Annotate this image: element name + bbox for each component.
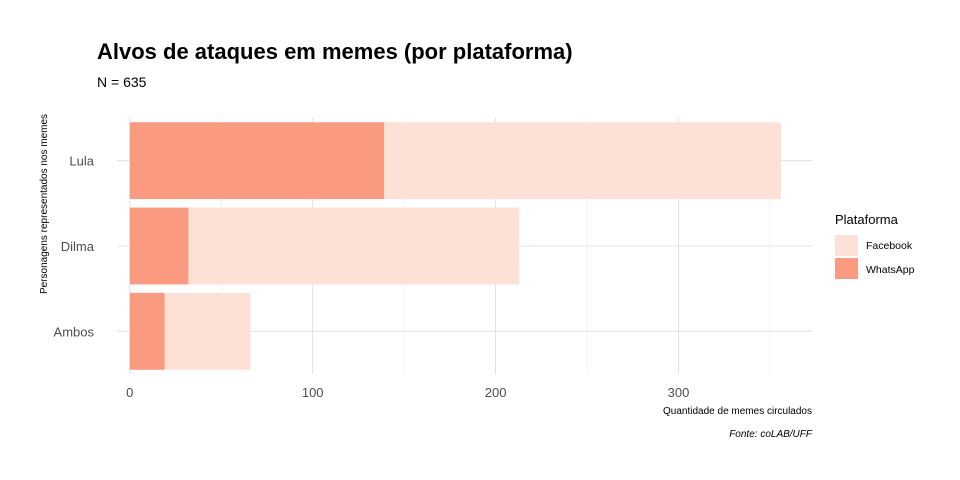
bar-whatsapp-lula <box>129 122 385 200</box>
bars-layer <box>129 122 781 370</box>
x-tick-labels: 0 100 200 300 <box>126 385 689 400</box>
x-tick-label: 200 <box>485 385 507 400</box>
y-tick-label-lula: Lula <box>69 154 94 169</box>
x-tick-label: 300 <box>668 385 690 400</box>
y-tick-label-dilma: Dilma <box>61 239 95 254</box>
chart-title: Alvos de ataques em memes (por plataform… <box>97 39 573 64</box>
x-axis-title: Quantidade de memes circulados <box>663 406 812 417</box>
bar-facebook-dilma <box>129 207 520 285</box>
y-tick-label-ambos: Ambos <box>54 324 95 339</box>
legend-label-facebook: Facebook <box>866 240 913 252</box>
chart-caption: Fonte: coLAB/UFF <box>729 429 813 440</box>
x-tick-label: 0 <box>126 385 133 400</box>
legend-swatch-whatsapp <box>835 258 858 279</box>
legend-title: Plataforma <box>835 212 899 227</box>
bar-whatsapp-ambos <box>129 292 165 370</box>
legend: Plataforma Facebook WhatsApp <box>835 212 915 279</box>
legend-swatch-facebook <box>835 235 858 256</box>
x-tick-label: 100 <box>302 385 324 400</box>
legend-label-whatsapp: WhatsApp <box>866 264 915 276</box>
chart-subtitle: N = 635 <box>97 74 147 90</box>
y-axis-title: Personagens representados nos memes <box>39 114 50 294</box>
y-tick-labels: Lula Dilma Ambos <box>54 154 95 340</box>
bar-whatsapp-dilma <box>129 207 189 285</box>
